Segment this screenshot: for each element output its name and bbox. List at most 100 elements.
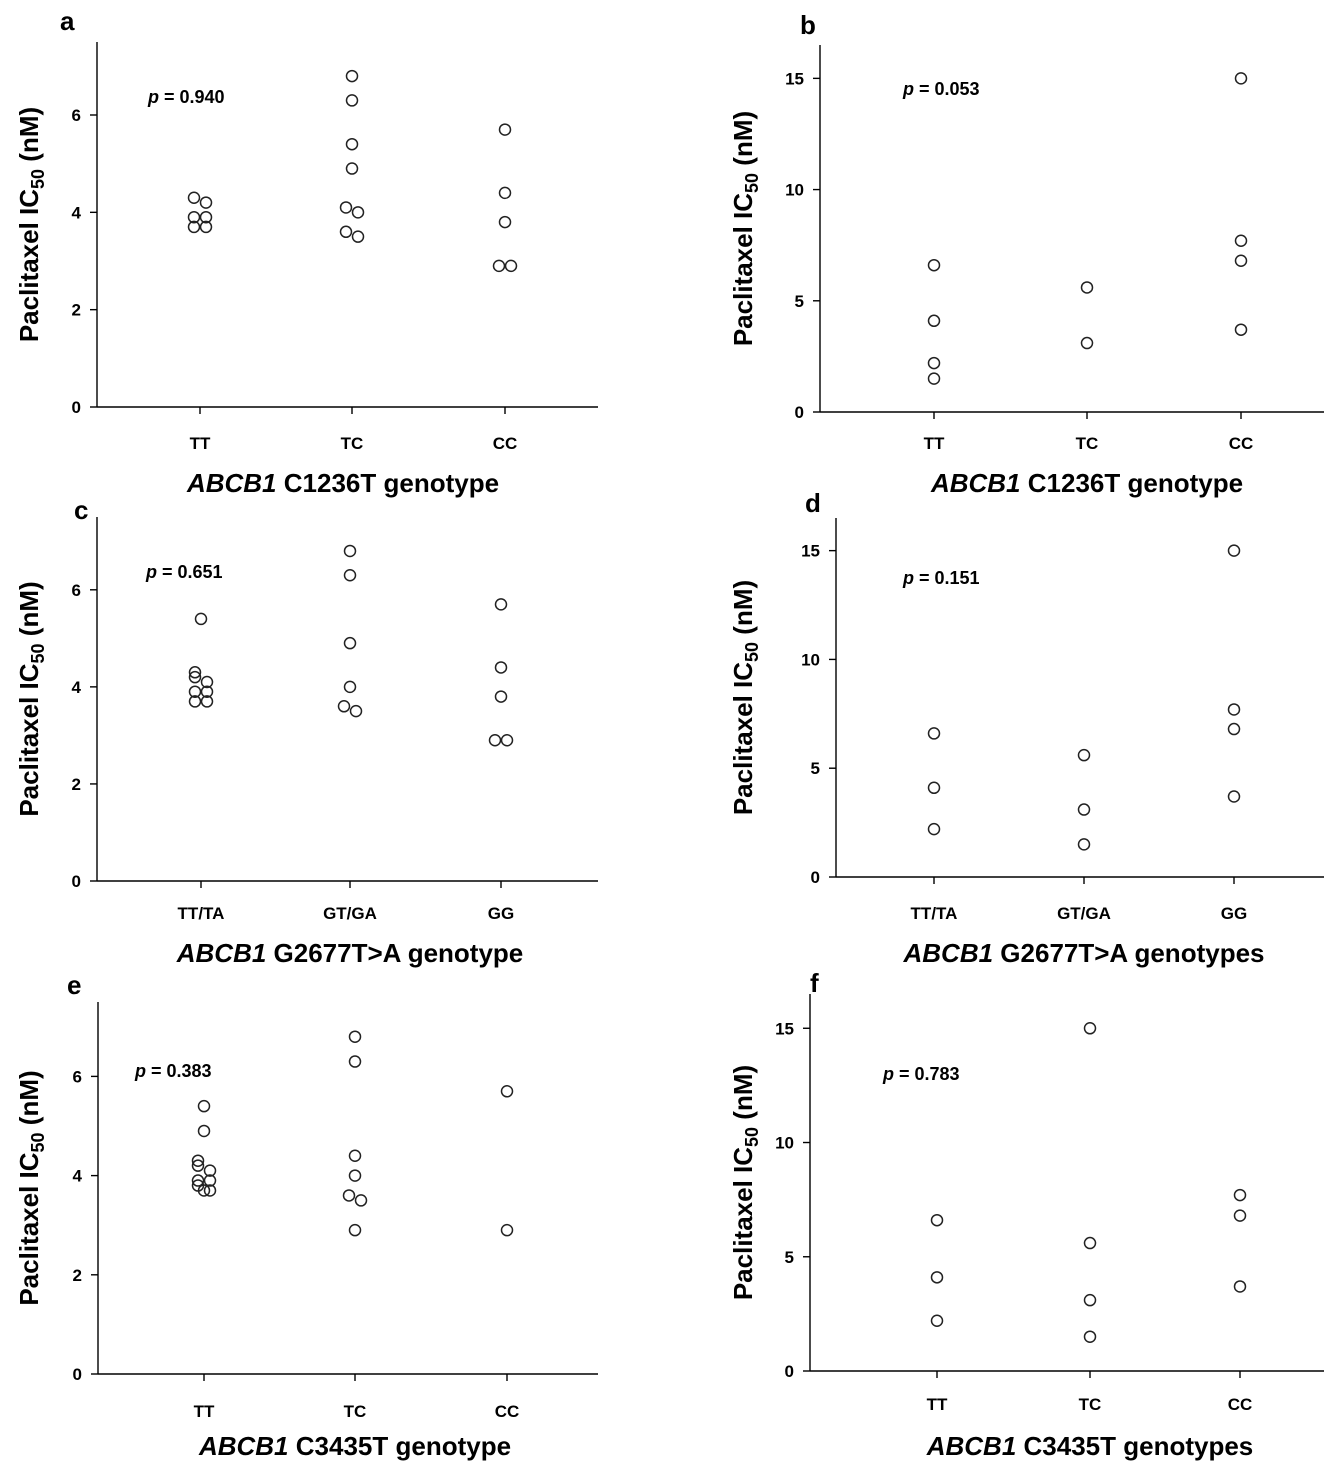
x-tick-label: CC — [495, 1402, 520, 1421]
data-point — [343, 680, 357, 694]
data-point — [927, 781, 941, 795]
x-tick-label: GG — [488, 904, 514, 923]
panel-b: 0 5 10 15 TT TC CC p = 0.053 b Paclitaxel IC50 (n… — [728, 10, 1324, 498]
panel-letter: d — [805, 488, 821, 518]
data-point — [345, 162, 359, 175]
data-point — [500, 1223, 514, 1237]
data-point — [187, 210, 201, 224]
data-point — [927, 727, 941, 740]
data-point — [494, 598, 508, 611]
y-tick-label: 10 — [801, 650, 820, 669]
y-axis-label: Paclitaxel IC50 (nM) — [728, 580, 762, 815]
x-axis-label: ABCB1 C1236T genotype — [930, 468, 1243, 498]
data-point — [339, 201, 353, 214]
data-point — [504, 259, 518, 273]
x-axis-label: ABCB1 C3435T genotypes — [926, 1431, 1254, 1461]
panel-e: 0 2 4 6 TT TC CC p = 0.383 e Paclitaxel IC50 (nM)… — [14, 970, 598, 1461]
x-tick-label: TC — [341, 434, 364, 453]
y-tick-label: 0 — [72, 398, 81, 417]
data-point — [342, 1189, 356, 1202]
data-point — [498, 215, 512, 229]
y-tick-label: 4 — [73, 1167, 83, 1186]
data-point — [191, 1174, 205, 1187]
y-tick-label: 10 — [785, 181, 804, 200]
x-tick-label: GT/GA — [323, 904, 377, 923]
y-tick-label: 0 — [785, 1362, 794, 1381]
data-point — [500, 734, 514, 747]
data-point — [188, 685, 202, 698]
data-point — [203, 1164, 217, 1177]
data-point — [1227, 722, 1241, 736]
data-point — [351, 230, 365, 243]
x-tick-label: TC — [1079, 1395, 1102, 1414]
y-tick-label: 15 — [785, 69, 804, 88]
data-point — [1227, 703, 1241, 716]
data-point — [930, 1213, 944, 1227]
y-axis-label: Paclitaxel IC50 (nM) — [14, 581, 48, 816]
y-tick-label: 2 — [72, 301, 81, 320]
data-point — [345, 94, 359, 107]
x-tick-label: TT — [194, 1402, 215, 1421]
data-point — [188, 670, 202, 684]
data-point — [339, 225, 353, 239]
p-value-label: p = 0.383 — [134, 1061, 212, 1081]
panel-letter: e — [67, 970, 81, 1000]
data-point — [1083, 1022, 1097, 1035]
x-tick-label: CC — [1229, 434, 1254, 453]
data-point — [500, 1085, 514, 1098]
x-tick-label: TT/TA — [911, 904, 958, 923]
y-tick-label: 15 — [801, 542, 820, 561]
x-axis-label: ABCB1 G2677T>A genotype — [176, 938, 524, 968]
y-tick-label: 0 — [811, 868, 820, 887]
data-point — [1227, 790, 1241, 803]
x-tick-label: CC — [493, 434, 518, 453]
data-point — [343, 636, 357, 650]
data-point — [349, 704, 363, 718]
data-point — [1083, 1236, 1097, 1250]
data-point — [188, 695, 202, 708]
data-point — [345, 137, 359, 151]
y-tick-label: 2 — [72, 775, 81, 794]
data-point — [191, 1154, 205, 1167]
data-point — [1077, 748, 1091, 762]
y-axis-label: Paclitaxel IC50 (nM) — [728, 111, 762, 346]
y-tick-label: 0 — [73, 1365, 82, 1384]
y-tick-label: 0 — [72, 872, 81, 891]
x-tick-label: TC — [344, 1402, 367, 1421]
data-point — [197, 1124, 211, 1138]
data-point — [191, 1159, 205, 1172]
panel-letter: b — [800, 10, 816, 40]
data-point — [199, 196, 213, 209]
data-point — [348, 1030, 362, 1043]
data-point — [343, 568, 357, 582]
data-point — [927, 822, 941, 836]
data-point — [927, 372, 941, 385]
data-point — [199, 210, 213, 224]
panel-d: 0 5 10 15 TT/TA GT/GA GG p = 0.151 d Paclitaxel I… — [728, 488, 1324, 968]
data-point — [188, 666, 202, 679]
p-value-label: p = 0.151 — [902, 568, 980, 588]
y-tick-label: 4 — [72, 678, 82, 697]
data-point — [492, 259, 506, 273]
data-point — [930, 1314, 944, 1327]
y-tick-label: 15 — [775, 1019, 794, 1038]
y-tick-label: 5 — [785, 1248, 794, 1267]
data-point — [348, 1055, 362, 1068]
data-point — [187, 220, 201, 234]
panel-a: 0 2 4 6 TT TC CC p = 0.940 a Paclitaxel IC50 (nM)… — [14, 6, 598, 498]
x-tick-label: GT/GA — [1057, 904, 1111, 923]
data-point — [348, 1223, 362, 1237]
data-point — [494, 661, 508, 674]
data-point — [1080, 336, 1094, 350]
data-point — [1227, 544, 1241, 557]
x-tick-label: TC — [1076, 434, 1099, 453]
y-axis-label: Paclitaxel IC50 (nM) — [728, 1065, 762, 1300]
x-tick-label: TT/TA — [178, 904, 225, 923]
y-tick-label: 6 — [73, 1067, 82, 1086]
x-tick-label: TT — [190, 434, 211, 453]
y-axis-label: Paclitaxel IC50 (nM) — [14, 1070, 48, 1305]
p-value-label: p = 0.651 — [145, 562, 223, 582]
x-tick-label: TT — [927, 1395, 948, 1414]
x-tick-label: TT — [924, 434, 945, 453]
